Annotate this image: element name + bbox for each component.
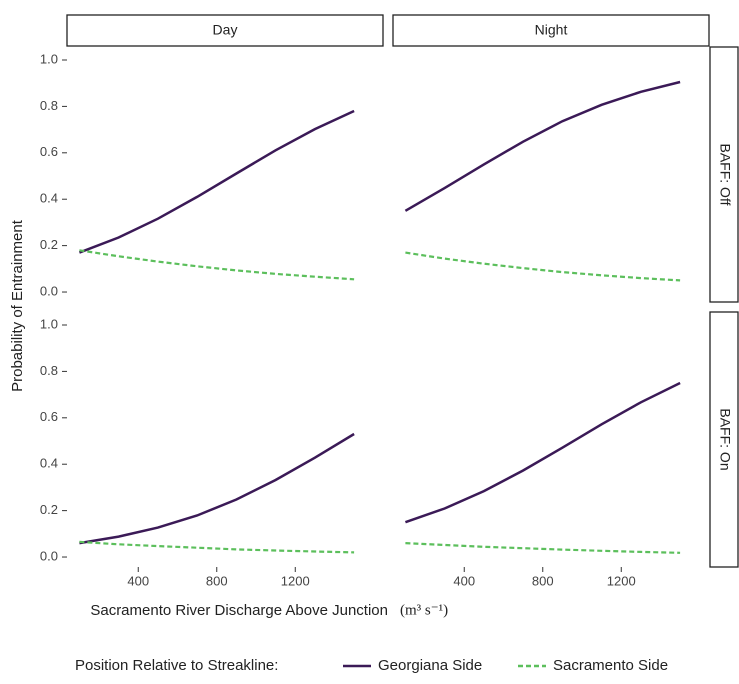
row-strip-label: BAFF: Off (717, 144, 733, 206)
y-tick-label: 0.0 (40, 283, 58, 298)
y-tick-label: 0.8 (40, 98, 58, 113)
series-line (404, 381, 681, 524)
y-tick-label: 0.2 (40, 237, 58, 252)
x-tick-label: 400 (127, 573, 149, 588)
y-tick-label: 0.4 (40, 456, 58, 471)
row-strip (709, 311, 739, 568)
series-line (405, 251, 681, 282)
series-line (79, 432, 355, 545)
legend-label: Sacramento Side (553, 657, 668, 674)
series-line (404, 80, 681, 212)
column-strip (392, 14, 710, 47)
x-axis-unit: (m³ s⁻¹) (400, 602, 448, 618)
x-tick-label: 400 (453, 573, 475, 588)
row-strip (709, 46, 739, 303)
x-tick-label: 800 (206, 573, 228, 588)
row-strip-label: BAFF: On (717, 408, 733, 470)
column-strip-label: Night (535, 22, 568, 38)
legend-title: Position Relative to Streakline: (75, 657, 278, 674)
series-line (79, 249, 355, 281)
y-tick-label: 0.0 (40, 548, 58, 563)
x-tick-label: 800 (532, 573, 554, 588)
series-line (78, 109, 355, 254)
series-line (79, 540, 355, 554)
y-tick-label: 0.6 (40, 409, 58, 424)
column-strip-label: Day (213, 22, 238, 38)
series-line (405, 542, 681, 554)
y-tick-label: 1.0 (40, 316, 58, 331)
legend-label: Georgiana Side (378, 657, 482, 674)
x-tick-label: 1200 (607, 573, 636, 588)
x-axis-label: Sacramento River Discharge Above Junctio… (90, 602, 388, 619)
x-tick-label: 1200 (281, 573, 310, 588)
y-axis-label: Probability of Entrainment (9, 219, 26, 392)
y-tick-label: 0.4 (40, 191, 58, 206)
y-tick-label: 1.0 (40, 51, 58, 66)
y-tick-label: 0.8 (40, 363, 58, 378)
y-tick-label: 0.6 (40, 144, 58, 159)
column-strip (66, 14, 384, 47)
y-tick-label: 0.2 (40, 502, 58, 517)
